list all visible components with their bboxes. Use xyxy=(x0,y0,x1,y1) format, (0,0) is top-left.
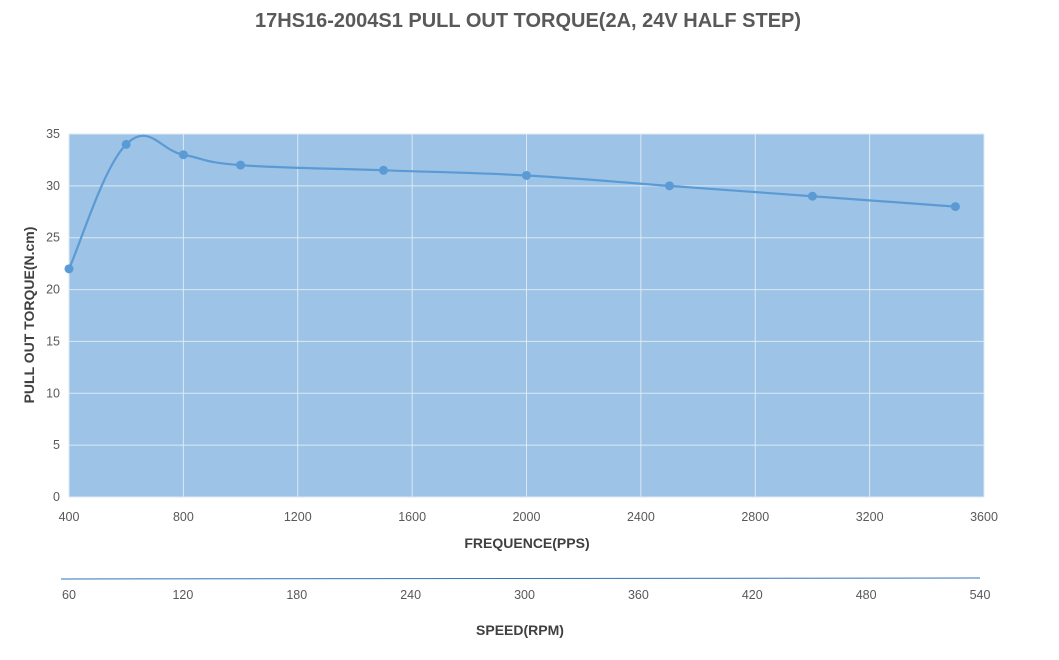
data-point xyxy=(178,150,188,160)
data-point xyxy=(664,181,674,191)
data-point xyxy=(522,170,531,180)
y-tick-label: 25 xyxy=(46,231,60,245)
secondary-tick-label: 540 xyxy=(970,588,991,602)
x-tick-label: 3600 xyxy=(970,510,998,524)
grid-lines xyxy=(68,133,985,498)
x-tick-label: 3200 xyxy=(856,510,884,524)
y-tick-label: 20 xyxy=(46,283,60,297)
secondary-tick-label: 120 xyxy=(172,588,193,602)
series-torque xyxy=(64,134,960,274)
x-tick-label: 1200 xyxy=(284,510,312,524)
series-line xyxy=(68,134,956,270)
y-tick-label: 5 xyxy=(53,438,60,452)
data-point xyxy=(121,139,131,149)
y-tick-label: 30 xyxy=(46,179,60,193)
y-axis-ticks: 0 5 10 15 20 25 30 35 xyxy=(46,127,60,504)
y-tick-label: 35 xyxy=(46,127,60,141)
x-tick-label: 400 xyxy=(59,510,80,524)
x-tick-label: 2800 xyxy=(741,510,769,524)
data-point xyxy=(64,264,74,274)
y-tick-label: 0 xyxy=(53,490,60,504)
y-tick-label: 15 xyxy=(46,334,60,348)
data-point xyxy=(950,202,960,212)
x-tick-label: 1600 xyxy=(398,510,426,524)
secondary-tick-label: 360 xyxy=(628,588,649,602)
secondary-tick-label: 240 xyxy=(400,588,421,602)
secondary-tick-label: 420 xyxy=(742,588,763,602)
secondary-tick-label: 300 xyxy=(514,588,535,602)
y-tick-label: 10 xyxy=(46,386,60,400)
x-tick-label: 800 xyxy=(173,510,194,524)
data-point xyxy=(379,165,389,175)
data-point xyxy=(236,160,246,170)
secondary-axis-label: SPEED(RPM) xyxy=(476,622,564,638)
secondary-tick-label: 60 xyxy=(62,588,76,602)
secondary-axis-ticks: 60 120 180 240 300 360 420 480 540 xyxy=(62,588,990,602)
data-point xyxy=(807,191,817,201)
secondary-tick-label: 180 xyxy=(286,588,307,602)
x-axis-label: FREQUENCE(PPS) xyxy=(464,535,589,551)
secondary-axis-line xyxy=(60,577,981,580)
x-tick-label: 2000 xyxy=(513,510,541,524)
chart-title: 17HS16-2004S1 PULL OUT TORQUE(2A, 24V HA… xyxy=(255,10,801,32)
y-axis-label: PULL OUT TORQUE(N.cm) xyxy=(21,227,37,404)
x-tick-label: 2400 xyxy=(627,510,655,524)
secondary-tick-label: 480 xyxy=(856,588,877,602)
x-axis-ticks: 400 800 1200 1600 2000 2400 2800 3200 3600 xyxy=(59,510,998,524)
